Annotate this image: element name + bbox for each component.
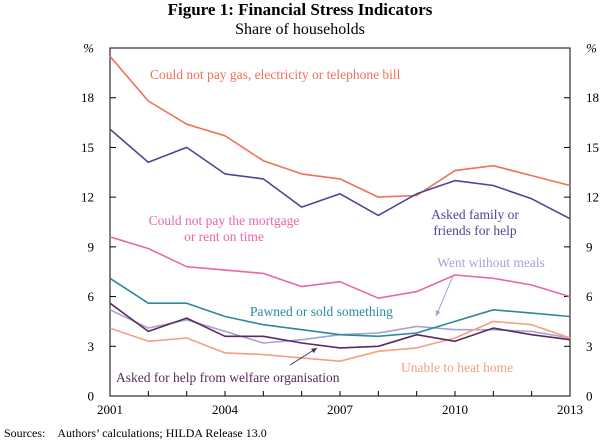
y-tick-label-left: 6	[88, 289, 95, 304]
y-tick-label-left: 15	[81, 140, 94, 155]
x-tick-label: 2010	[442, 402, 468, 417]
y-tick-label-right: 3	[586, 339, 593, 354]
leader-welfare-head	[311, 348, 317, 354]
series-label-heat: Unable to heat home	[401, 360, 513, 375]
y-tick-label-right: 0	[586, 389, 593, 404]
leader-meals-head	[435, 310, 441, 316]
chart-title: Figure 1: Financial Stress Indicators	[167, 0, 433, 19]
leader-meals	[435, 275, 454, 317]
y-tick-label-left: 3	[88, 339, 95, 354]
series-labels: Could not pay gas, electricity or teleph…	[116, 67, 545, 385]
y-unit-left: %	[83, 41, 94, 56]
series-line-gas	[109, 55, 571, 198]
y-tick-label-left: 9	[88, 239, 95, 254]
y-tick-label-right: 6	[586, 289, 593, 304]
series-line-pawned	[109, 277, 571, 338]
series-label-family: friends for help	[433, 223, 516, 238]
x-tick-label: 2004	[212, 402, 239, 417]
y-tick-label-left: 18	[81, 90, 94, 105]
y-tick-label-right: 9	[586, 239, 593, 254]
series-label-meals: Went without meals	[437, 255, 545, 270]
y-tick-label-right: 15	[586, 140, 599, 155]
series-lines	[109, 55, 571, 363]
series-line-family	[109, 128, 571, 220]
y-tick-label-right: 18	[586, 90, 599, 105]
chart-subtitle: Share of households	[235, 21, 365, 38]
series-label-mortgage: or rent on time	[184, 229, 264, 244]
y-tick-label-left: 12	[81, 190, 94, 205]
x-tick-label: 2007	[327, 402, 354, 417]
series-line-heat	[109, 320, 571, 363]
axes: 0 0 3 3 6 6 9 9 12 12 15 15 18 18% % 2001 2004 2007 2010 20…	[81, 41, 599, 418]
series-label-welfare: Asked for help from welfare organisation	[116, 370, 340, 385]
y-tick-label-left: 0	[88, 389, 95, 404]
series-line-mortgage	[109, 236, 571, 300]
y-tick-label-right: 12	[586, 190, 599, 205]
x-tick-label: 2001	[97, 402, 123, 417]
series-label-mortgage: Could not pay the mortgage	[149, 213, 300, 228]
series-line-welfare	[109, 302, 571, 349]
series-label-family: Asked family or	[431, 207, 519, 222]
y-unit-right: %	[586, 41, 597, 56]
x-tick-label: 2013	[557, 402, 583, 417]
source-note: Sources: Authors’ calculations; HILDA Re…	[4, 426, 267, 440]
series-label-pawned: Pawned or sold something	[250, 304, 393, 319]
series-label-gas: Could not pay gas, electricity or teleph…	[150, 67, 401, 82]
